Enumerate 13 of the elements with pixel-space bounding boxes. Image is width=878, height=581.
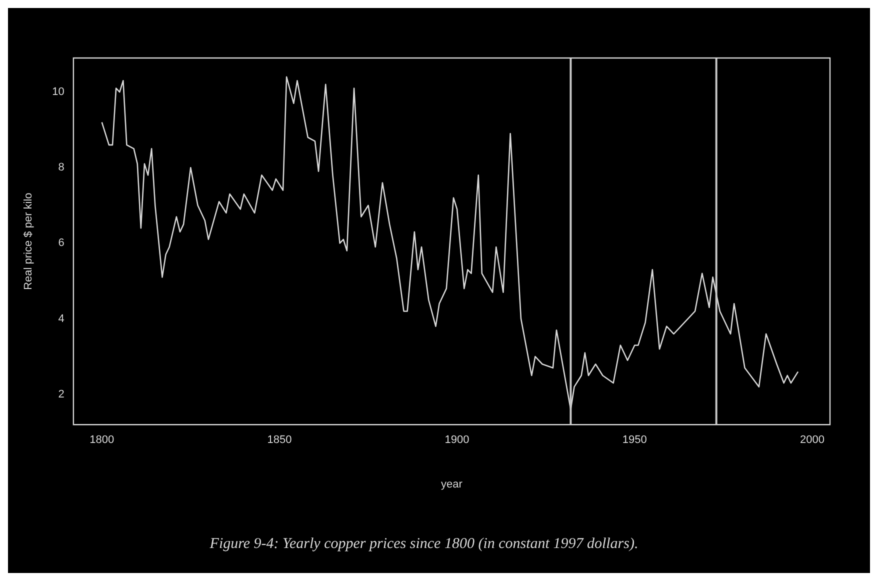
y-tick-label: 10 — [52, 86, 64, 98]
x-axis-title: year — [441, 478, 463, 490]
y-axis-title: Real price $ per kilo — [22, 192, 35, 290]
x-tick-label: 1900 — [444, 434, 470, 446]
text: Figure 9-4: Yearly copper prices since 1800 (in constant 1997 dollars). — [208, 536, 638, 552]
x-tick-label: 1800 — [90, 434, 114, 446]
y-tick-label: 6 — [58, 237, 64, 250]
y-tick-label: 2 — [58, 388, 64, 400]
x-tick-label: 2000 — [800, 434, 824, 446]
x-tick-label: 1850 — [267, 434, 292, 446]
y-tick-label: 8 — [58, 162, 64, 174]
x-tick-label: 1950 — [622, 434, 647, 446]
y-tick-label: 4 — [58, 312, 64, 325]
